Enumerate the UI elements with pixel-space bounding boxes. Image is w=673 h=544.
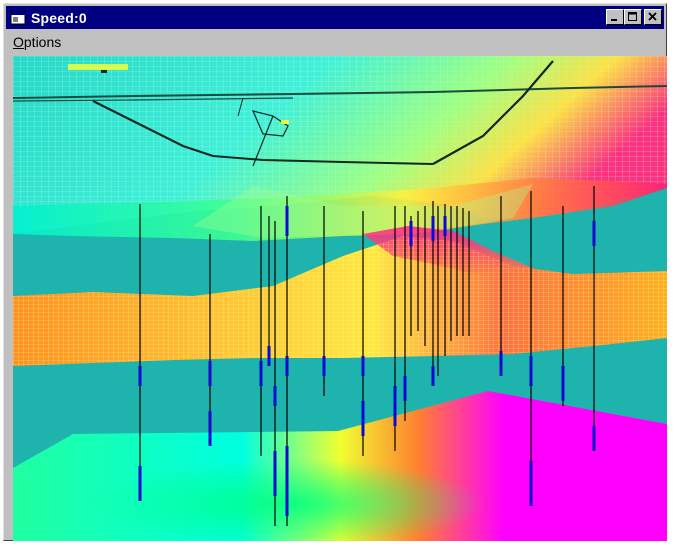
menu-options[interactable]: Options bbox=[6, 34, 68, 50]
window-title: Speed:0 bbox=[31, 9, 87, 26]
minimize-button[interactable] bbox=[606, 9, 624, 25]
caption-buttons bbox=[606, 9, 662, 25]
menu-options-label-rest: ptions bbox=[23, 34, 62, 50]
minimize-icon bbox=[611, 19, 617, 21]
menu-bar: Options bbox=[6, 31, 664, 53]
3d-scene[interactable] bbox=[13, 56, 667, 541]
main-window: Speed:0 Options bbox=[3, 3, 667, 541]
maximize-icon bbox=[628, 12, 637, 21]
menu-options-mnemonic: O bbox=[13, 34, 24, 50]
3d-viewport[interactable] bbox=[13, 56, 667, 541]
maximize-button[interactable] bbox=[624, 9, 642, 25]
close-icon bbox=[648, 12, 657, 21]
top-surface bbox=[13, 56, 667, 241]
app-window-icon[interactable] bbox=[9, 10, 27, 26]
title-bar[interactable]: Speed:0 bbox=[6, 6, 664, 29]
bottom-surface bbox=[13, 391, 667, 541]
close-button[interactable] bbox=[644, 9, 662, 25]
well-sticks bbox=[138, 186, 596, 526]
